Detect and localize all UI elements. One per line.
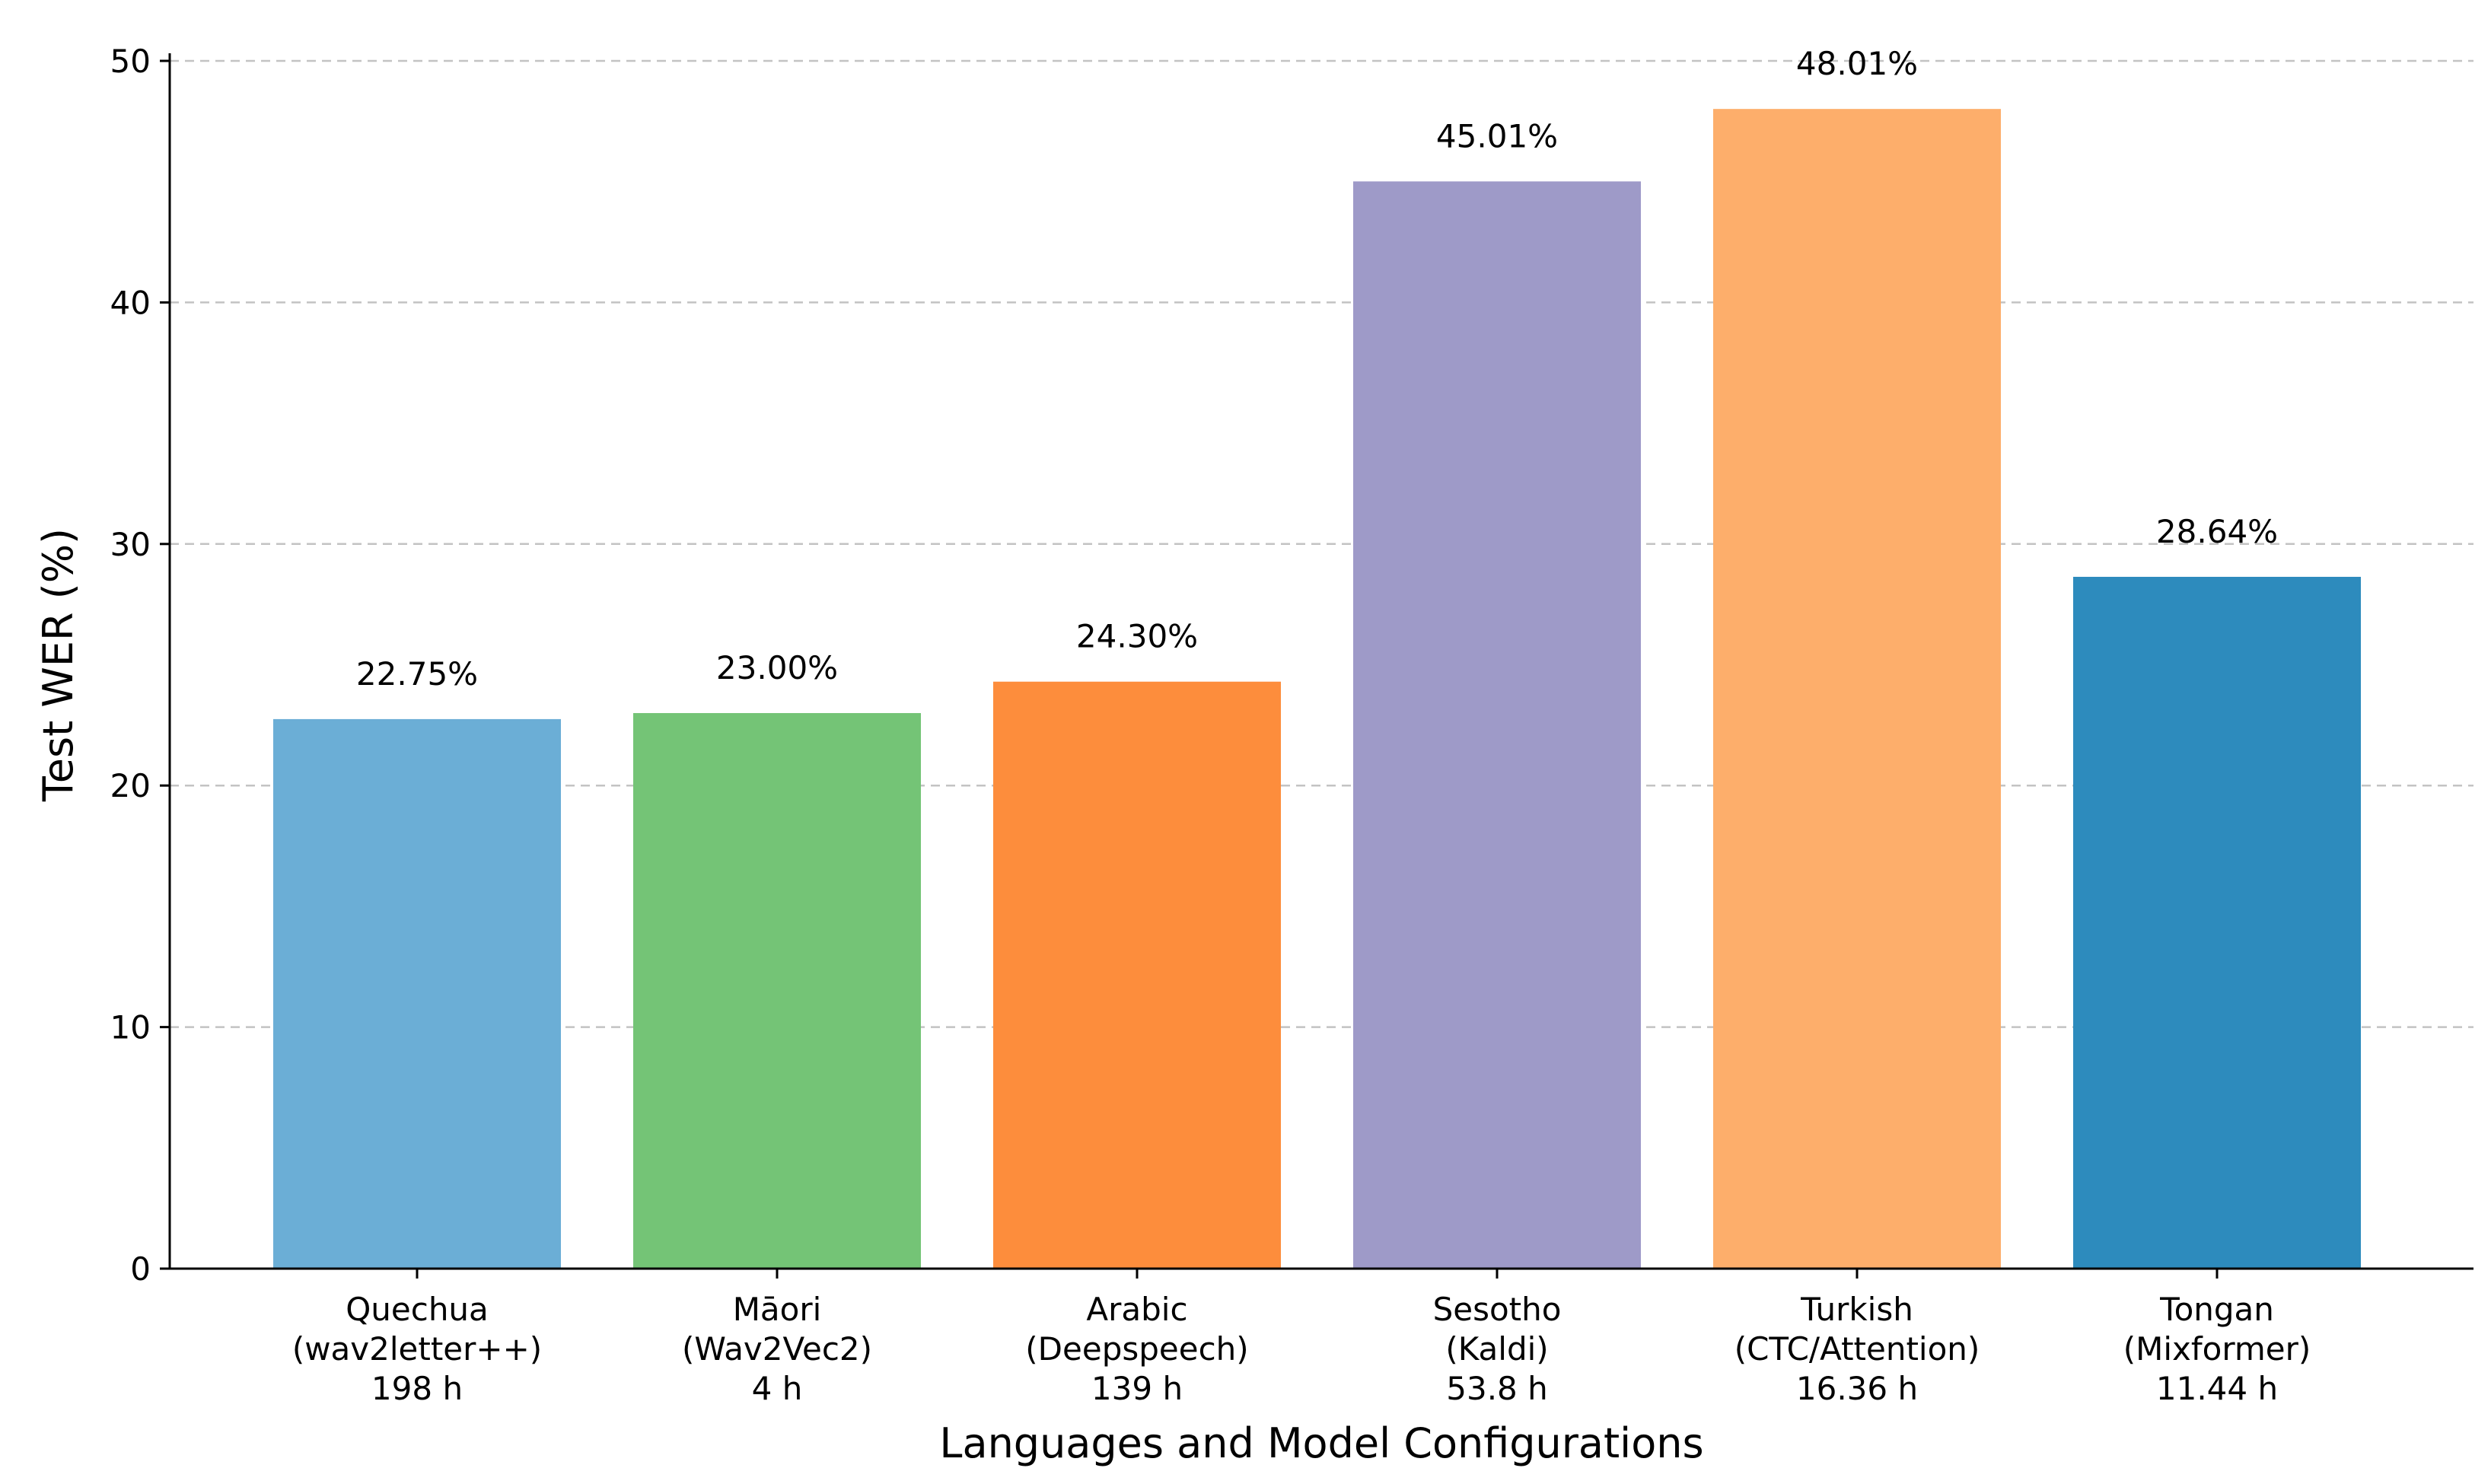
y-axis-title: Test WER (%) [34, 528, 82, 802]
y-tick-label: 10 [110, 1009, 151, 1046]
category-language: Tongan [2159, 1291, 2274, 1328]
x-tick-label: Arabic (Deepspeech) 139 h [1025, 1291, 1248, 1407]
bar-value-label: 48.01% [1796, 45, 1918, 82]
category-hours: 16.36 h [1796, 1370, 1918, 1407]
bar-value-label: 28.64% [2156, 513, 2278, 550]
bar [1713, 109, 2001, 1269]
x-tick-label: Māori (Wav2Vec2) 4 h [682, 1291, 872, 1407]
axes [168, 53, 2473, 1270]
x-tick-label: Quechua (wav2letter++) 198 h [292, 1291, 542, 1407]
y-ticks: 0 10 20 30 40 50 [110, 43, 170, 1288]
category-model: (wav2letter++) [292, 1330, 542, 1368]
category-language: Sesotho [1433, 1291, 1562, 1328]
bar [633, 712, 921, 1269]
y-tick-label: 0 [130, 1250, 151, 1288]
bars [273, 109, 2361, 1269]
bar [273, 718, 561, 1269]
y-tick-label: 50 [110, 43, 151, 80]
y-tick-label: 20 [110, 767, 151, 804]
bar [1353, 181, 1641, 1269]
value-labels: 22.75% 23.00% 24.30% 45.01% 48.01% 28.64% [356, 45, 2278, 693]
category-model: (CTC/Attention) [1734, 1330, 1980, 1368]
category-hours: 11.44 h [2156, 1370, 2278, 1407]
x-tick-label: Sesotho (Kaldi) 53.8 h [1433, 1291, 1562, 1407]
category-language: Turkish [1800, 1291, 1913, 1328]
x-tick-label: Tongan (Mixformer) 11.44 h [2123, 1291, 2311, 1407]
category-model: (Kaldi) [1445, 1330, 1548, 1368]
category-hours: 198 h [371, 1370, 463, 1407]
y-tick-label: 30 [110, 526, 151, 563]
x-ticks: Quechua (wav2letter++) 198 h Māori (Wav2Vec2… [292, 1269, 2311, 1407]
bar [993, 681, 1281, 1269]
category-language: Māori [733, 1291, 822, 1328]
x-axis-title: Languages and Model Configurations [939, 1419, 1703, 1467]
y-tick-label: 40 [110, 284, 151, 321]
category-hours: 53.8 h [1446, 1370, 1548, 1407]
category-language: Quechua [346, 1291, 489, 1328]
bar-value-label: 45.01% [1436, 117, 1558, 154]
bar-value-label: 22.75% [356, 655, 478, 693]
category-model: (Wav2Vec2) [682, 1330, 872, 1368]
x-tick-label: Turkish (CTC/Attention) 16.36 h [1734, 1291, 1980, 1407]
category-language: Arabic [1086, 1291, 1187, 1328]
category-model: (Deepspeech) [1025, 1330, 1248, 1368]
category-model: (Mixformer) [2123, 1330, 2311, 1368]
bar-value-label: 24.30% [1076, 618, 1198, 655]
bar-value-label: 23.00% [716, 649, 838, 686]
category-hours: 139 h [1091, 1370, 1183, 1407]
bar [2073, 576, 2361, 1269]
category-hours: 4 h [752, 1370, 803, 1407]
